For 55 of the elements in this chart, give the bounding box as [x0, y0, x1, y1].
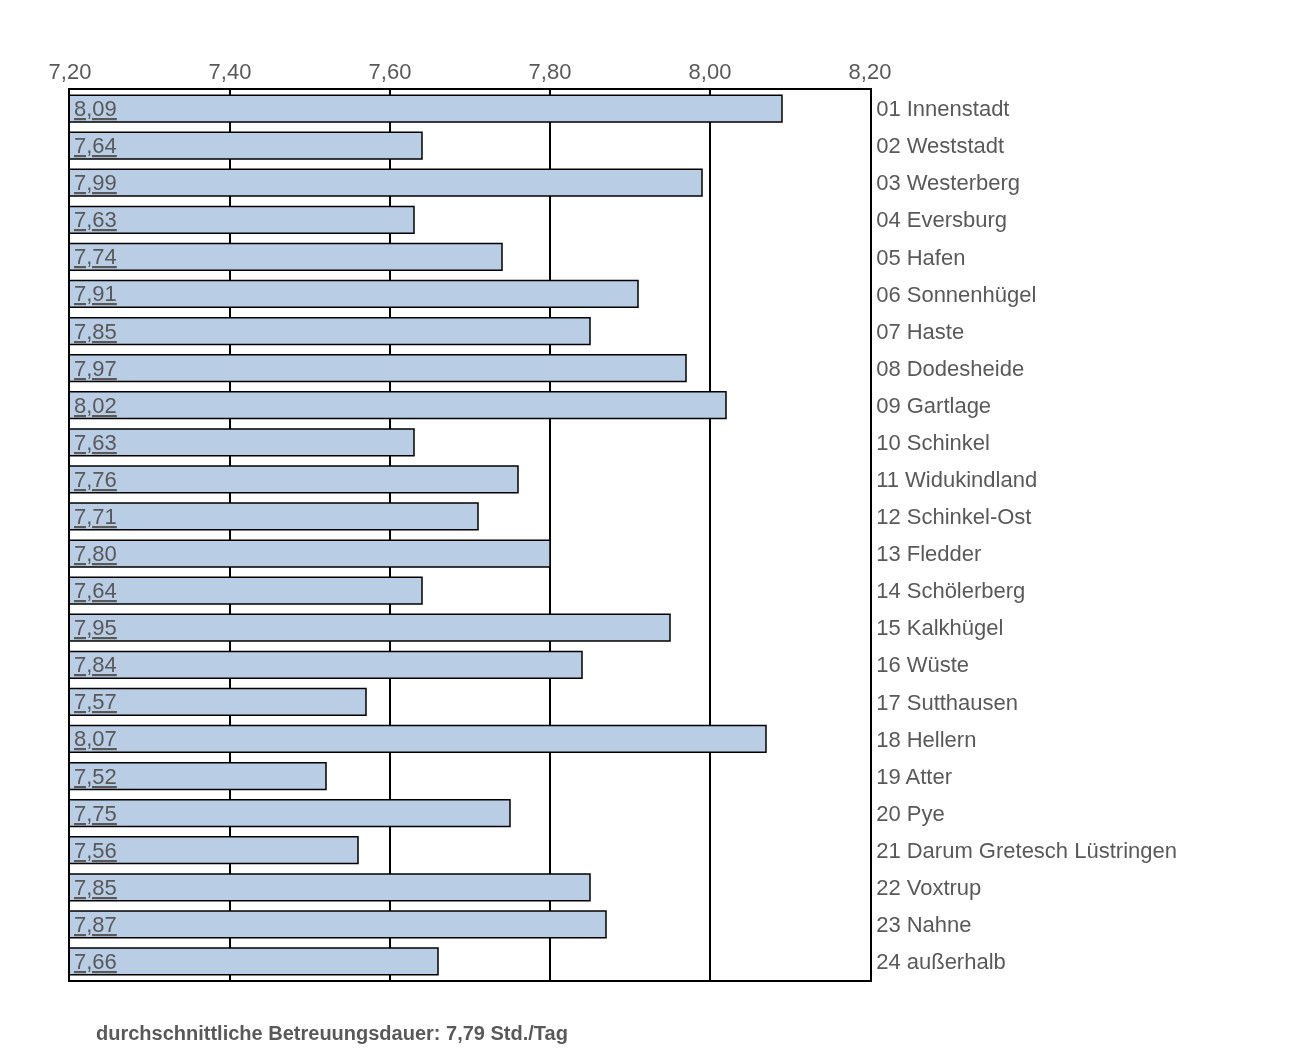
y-tick-label: 04 Eversburg	[876, 207, 1008, 233]
y-tick-label: 03 Westerberg	[876, 170, 1021, 196]
data-label: 7,74	[74, 244, 117, 269]
data-label: 7,76	[74, 467, 117, 492]
y-tick-label: 05 Hafen	[876, 244, 966, 270]
y-tick-label: 13 Fledder	[876, 541, 982, 567]
y-tick-label: 10 Schinkel	[876, 429, 990, 455]
data-label: 7,75	[74, 801, 117, 826]
data-label: 7,91	[74, 281, 117, 306]
y-tick-label: 22 Voxtrup	[876, 874, 982, 900]
y-tick-label: 21 Darum Gretesch Lüstringen	[876, 837, 1177, 863]
y-tick-label: 17 Sutthausen	[876, 689, 1019, 715]
y-tick-label: 09 Gartlage	[876, 392, 992, 418]
data-label: 7,99	[74, 170, 117, 195]
data-label: 7,71	[74, 504, 117, 529]
data-label: 7,85	[74, 319, 117, 344]
y-tick-label: 20 Pye	[876, 800, 945, 826]
y-tick-label: 15 Kalkhügel	[876, 615, 1004, 641]
data-label: 7,64	[74, 133, 117, 158]
data-label: 7,97	[74, 356, 117, 381]
x-tick-label: 8,20	[848, 59, 892, 85]
y-tick-label: 01 Innenstadt	[876, 96, 1010, 122]
y-tick-label: 02 Weststadt	[876, 133, 1005, 159]
text: durchschnittliche Betreuungsdauer: 7,79 Std./Tag	[96, 1022, 568, 1044]
y-tick-label: 12 Schinkel-Ost	[876, 504, 1032, 530]
data-label: 7,85	[74, 875, 117, 900]
y-tick-label: 07 Haste	[876, 318, 965, 344]
y-tick-label: 14 Schölerberg	[876, 578, 1026, 604]
y-tick-label: 23 Nahne	[876, 912, 972, 938]
data-label: 8,09	[74, 96, 117, 121]
y-tick-label: 24 außerhalb	[876, 949, 1006, 975]
x-tick-label: 7,60	[368, 59, 412, 85]
x-tick-label: 7,20	[48, 59, 92, 85]
data-label: 7,64	[74, 578, 117, 603]
y-tick-label: 06 Sonnenhügel	[876, 281, 1037, 307]
x-tick-label: 7,80	[528, 59, 572, 85]
x-tick-label: 7,40	[208, 59, 252, 85]
y-tick-label: 19 Atter	[876, 763, 952, 789]
data-label: 7,80	[74, 541, 117, 566]
data-label: 7,63	[74, 430, 117, 455]
data-label: 7,63	[74, 207, 117, 232]
data-label: 7,57	[74, 689, 117, 714]
x-tick-label: 8,00	[688, 59, 732, 85]
data-label: 7,95	[74, 615, 117, 640]
data-label: 8,07	[74, 726, 117, 751]
data-label: 7,56	[74, 838, 117, 863]
data-label: 7,84	[74, 652, 117, 677]
data-label: 8,02	[74, 393, 117, 418]
y-tick-label: 11 Widukindland	[876, 467, 1038, 493]
y-tick-label: 18 Hellern	[876, 726, 977, 752]
y-tick-label: 16 Wüste	[876, 652, 970, 678]
data-label: 7,52	[74, 764, 117, 789]
data-label: 7,87	[74, 912, 117, 937]
y-tick-label: 08 Dodesheide	[876, 355, 1025, 381]
data-label: 7,66	[74, 949, 117, 974]
